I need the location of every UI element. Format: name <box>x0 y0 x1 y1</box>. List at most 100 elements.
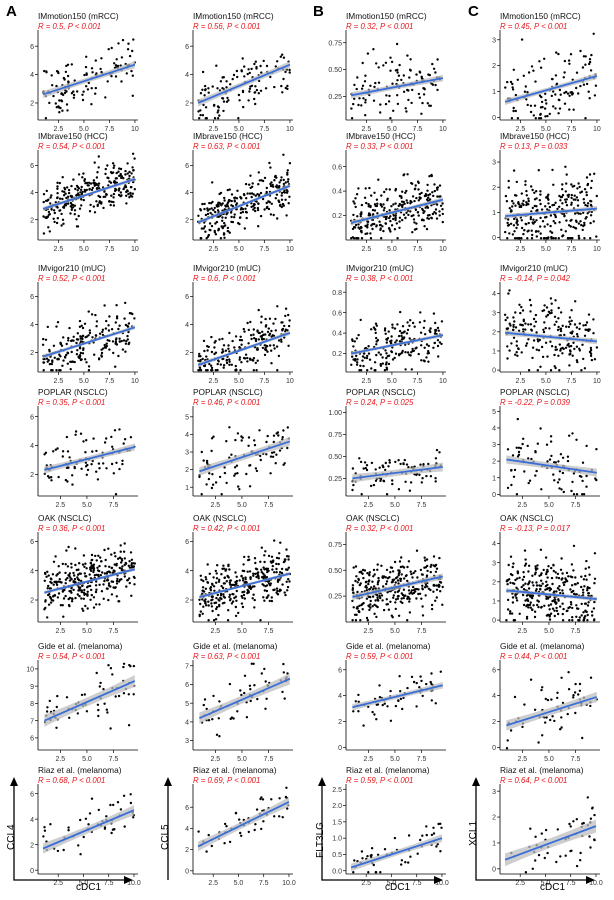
scatter-point <box>399 690 402 693</box>
scatter-point <box>224 349 228 352</box>
scatter-point <box>263 589 266 592</box>
scatter-point <box>92 205 96 208</box>
scatter-point <box>373 327 377 331</box>
scatter-point <box>549 440 553 443</box>
scatter-point <box>254 823 257 826</box>
scatter-point <box>434 83 437 87</box>
scatter-point <box>383 206 386 210</box>
scatter-point <box>549 718 552 722</box>
scatter-point <box>595 235 598 238</box>
scatter-point <box>356 361 359 364</box>
scatter-point <box>79 337 82 340</box>
scatter-point <box>218 605 221 608</box>
scatter-point <box>56 192 59 195</box>
scatter-point <box>230 215 233 219</box>
scatter-point <box>102 597 105 600</box>
scatter-point <box>550 566 553 570</box>
scatter-point <box>554 571 557 574</box>
scatter-point <box>282 56 286 59</box>
scatter-point <box>425 558 429 561</box>
scatter-point <box>352 200 355 203</box>
scatter-point <box>284 593 287 597</box>
scatter-point <box>230 193 234 196</box>
scatter-point <box>513 217 516 221</box>
scatter-point <box>355 613 358 616</box>
scatter-point <box>240 594 243 598</box>
scatter-point <box>515 221 518 225</box>
scatter-point <box>240 439 243 442</box>
scatter-point <box>211 609 214 613</box>
scatter-point <box>511 596 515 599</box>
scatter-panel-27: Riaz et al. (melanoma)R = 0.59, P < 0.00… <box>332 765 449 887</box>
scatter-point <box>270 596 273 599</box>
scatter-point <box>533 325 536 328</box>
y-tick-label: 8 <box>30 701 34 708</box>
scatter-point <box>532 339 536 342</box>
scatter-point <box>406 328 410 332</box>
scatter-point <box>236 189 239 192</box>
scatter-point <box>68 326 71 330</box>
y-tick-label: 0 <box>492 492 496 499</box>
scatter-point <box>507 292 510 295</box>
scatter-point <box>580 223 583 227</box>
scatter-point <box>531 596 534 600</box>
scatter-point <box>572 569 575 572</box>
scatter-point <box>223 576 226 580</box>
scatter-point <box>384 102 388 106</box>
scatter-point <box>272 559 275 562</box>
scatter-point <box>545 443 549 446</box>
scatter-point <box>213 117 217 120</box>
scatter-point <box>561 471 565 475</box>
scatter-point <box>570 183 573 186</box>
scatter-point <box>64 192 67 195</box>
scatter-point <box>392 594 395 597</box>
scatter-point <box>405 189 408 193</box>
y-tick-label: 0.6 <box>332 310 342 317</box>
y-tick-label: 3 <box>185 738 189 745</box>
scatter-point <box>418 321 422 324</box>
scatter-point <box>574 300 577 303</box>
scatter-point <box>228 568 231 571</box>
scatter-point <box>557 576 561 580</box>
scatter-point <box>390 350 394 354</box>
scatter-point <box>402 588 406 591</box>
scatter-point <box>551 715 554 718</box>
cohort-title: IMvigor210 (mUC) <box>346 263 414 273</box>
scatter-point <box>49 596 52 600</box>
scatter-point <box>389 219 392 223</box>
scatter-point <box>559 329 563 333</box>
scatter-point <box>561 346 564 350</box>
scatter-point <box>111 162 115 165</box>
scatter-point <box>363 461 367 464</box>
scatter-point <box>586 202 590 205</box>
scatter-point <box>204 587 208 590</box>
scatter-point <box>426 217 429 220</box>
scatter-point <box>556 612 560 616</box>
y-tick-label: 6 <box>185 539 189 546</box>
scatter-point <box>406 565 409 569</box>
scatter-point <box>96 171 99 174</box>
scatter-point <box>561 589 564 592</box>
scatter-point <box>539 66 543 69</box>
scatter-point <box>67 339 70 342</box>
scatter-point <box>284 307 288 310</box>
scatter-point <box>378 223 382 227</box>
scatter-point <box>238 358 241 361</box>
scatter-point <box>261 330 264 333</box>
scatter-point <box>527 199 530 203</box>
x-tick-label: 7.5 <box>104 880 114 887</box>
scatter-point <box>360 229 363 233</box>
scatter-point <box>558 221 561 224</box>
scatter-point <box>590 200 593 203</box>
scatter-point <box>558 88 562 92</box>
scatter-point <box>243 691 246 695</box>
scatter-point <box>574 576 577 579</box>
scatter-point <box>97 708 100 712</box>
scatter-point <box>103 702 106 705</box>
scatter-point <box>431 62 434 66</box>
scatter-point <box>91 186 95 190</box>
scatter-point <box>530 65 534 68</box>
scatter-point <box>595 194 598 198</box>
scatter-point <box>122 442 125 445</box>
